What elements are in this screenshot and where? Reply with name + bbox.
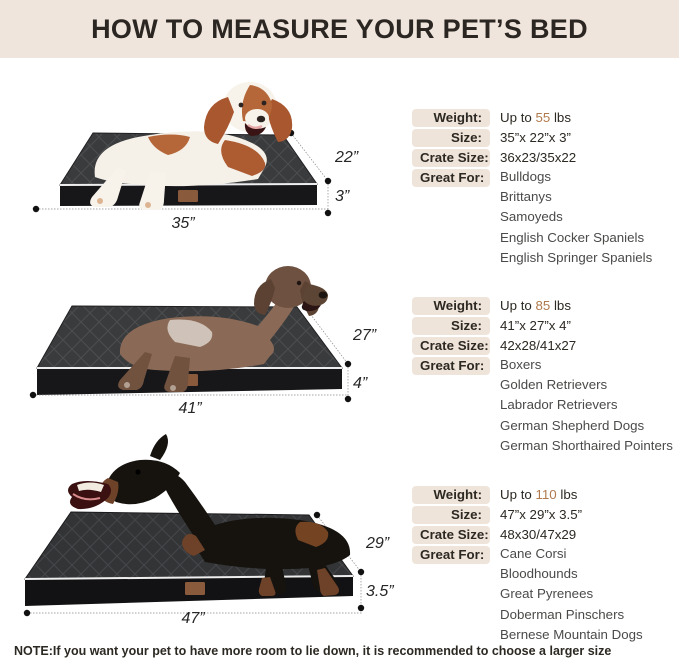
svg-text:3.5”: 3.5” <box>366 583 394 600</box>
svg-text:4”: 4” <box>353 375 368 392</box>
svg-text:35”: 35” <box>171 215 195 232</box>
svg-text:3”: 3” <box>335 188 350 205</box>
svg-text:41”: 41” <box>178 400 202 417</box>
svg-text:47”: 47” <box>181 610 205 627</box>
svg-text:22”: 22” <box>334 149 359 166</box>
svg-text:27”: 27” <box>352 327 377 344</box>
svg-text:29”: 29” <box>365 535 390 552</box>
